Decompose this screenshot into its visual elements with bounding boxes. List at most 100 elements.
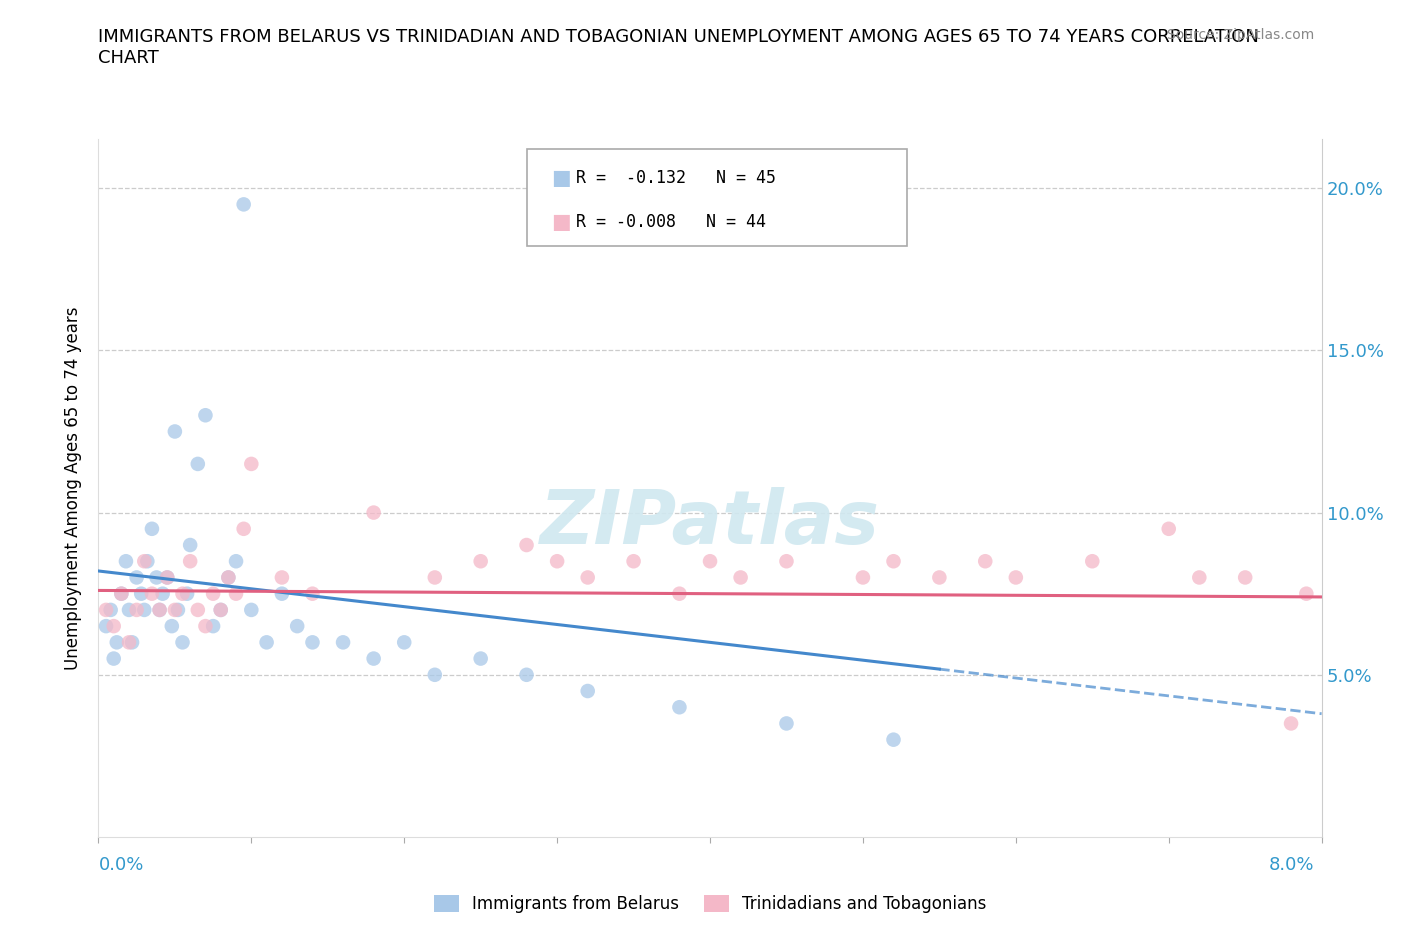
Point <box>172 586 194 601</box>
Point <box>423 668 446 683</box>
Point <box>152 586 174 601</box>
Point <box>167 603 190 618</box>
Point <box>515 668 537 683</box>
Point <box>110 586 132 601</box>
Point <box>301 586 323 601</box>
Point <box>187 457 209 472</box>
Point <box>883 553 905 568</box>
Point <box>179 538 201 552</box>
Point <box>134 553 156 568</box>
Point <box>1004 570 1026 585</box>
Point <box>270 570 294 585</box>
Point <box>974 553 997 568</box>
Point <box>546 553 568 568</box>
Point <box>576 570 599 585</box>
Point <box>202 586 225 601</box>
Point <box>194 618 217 633</box>
Point <box>285 618 308 633</box>
Point <box>256 635 278 650</box>
Point <box>1188 570 1211 585</box>
Point <box>156 570 179 585</box>
Point <box>392 635 416 650</box>
Point <box>94 618 117 633</box>
Y-axis label: Unemployment Among Ages 65 to 74 years: Unemployment Among Ages 65 to 74 years <box>65 307 83 670</box>
Point <box>149 603 172 618</box>
Point <box>141 522 163 537</box>
Point <box>623 553 645 568</box>
Point <box>125 603 148 618</box>
Point <box>232 522 254 537</box>
Point <box>100 603 122 618</box>
Point <box>852 570 875 585</box>
Point <box>470 651 492 666</box>
Point <box>699 553 721 568</box>
Point <box>129 586 152 601</box>
Point <box>301 635 323 650</box>
Point <box>149 603 172 618</box>
Point <box>363 651 385 666</box>
Point <box>363 505 385 520</box>
Point <box>202 618 225 633</box>
Point <box>1081 553 1104 568</box>
Point <box>209 603 232 618</box>
Point <box>134 603 156 618</box>
Point <box>110 586 132 601</box>
Point <box>156 570 179 585</box>
Text: 0.0%: 0.0% <box>98 856 143 873</box>
Point <box>1295 586 1317 601</box>
Point <box>118 635 141 650</box>
Text: ■: ■ <box>551 168 571 188</box>
Point <box>163 603 186 618</box>
Point <box>103 618 125 633</box>
Legend: Immigrants from Belarus, Trinidadians and Tobagonians: Immigrants from Belarus, Trinidadians an… <box>427 888 993 920</box>
Point <box>118 603 141 618</box>
Point <box>775 553 797 568</box>
Point <box>225 553 247 568</box>
Point <box>179 553 201 568</box>
Point <box>1157 522 1180 537</box>
Point <box>668 586 690 601</box>
Point <box>668 699 690 714</box>
Text: Source: ZipAtlas.com: Source: ZipAtlas.com <box>1167 28 1315 42</box>
Point <box>225 586 247 601</box>
Point <box>145 570 167 585</box>
Text: ZIPatlas: ZIPatlas <box>540 486 880 560</box>
Point <box>94 603 117 618</box>
Point <box>240 457 263 472</box>
Point <box>883 732 905 747</box>
Text: 8.0%: 8.0% <box>1270 856 1315 873</box>
Point <box>176 586 198 601</box>
Point <box>136 553 159 568</box>
Point <box>232 197 254 212</box>
Point <box>423 570 446 585</box>
Point <box>194 408 217 423</box>
Text: R =  -0.132   N = 45: R = -0.132 N = 45 <box>576 169 776 187</box>
Point <box>240 603 263 618</box>
Point <box>115 553 138 568</box>
Point <box>160 618 183 633</box>
Point <box>470 553 492 568</box>
Point <box>141 586 163 601</box>
Point <box>515 538 537 552</box>
Point <box>172 635 194 650</box>
Text: R = -0.008   N = 44: R = -0.008 N = 44 <box>576 213 766 232</box>
Point <box>928 570 950 585</box>
Point <box>576 684 599 698</box>
Point <box>775 716 797 731</box>
Point <box>125 570 148 585</box>
Text: ■: ■ <box>551 212 571 232</box>
Point <box>209 603 232 618</box>
Point <box>1279 716 1302 731</box>
Point <box>121 635 143 650</box>
Text: IMMIGRANTS FROM BELARUS VS TRINIDADIAN AND TOBAGONIAN UNEMPLOYMENT AMONG AGES 65: IMMIGRANTS FROM BELARUS VS TRINIDADIAN A… <box>98 28 1260 67</box>
Point <box>217 570 239 585</box>
Point <box>217 570 239 585</box>
Point <box>105 635 128 650</box>
Point <box>730 570 752 585</box>
Point <box>1234 570 1257 585</box>
Point <box>270 586 294 601</box>
Point <box>163 424 186 439</box>
Point <box>187 603 209 618</box>
Point <box>332 635 354 650</box>
Point <box>103 651 125 666</box>
